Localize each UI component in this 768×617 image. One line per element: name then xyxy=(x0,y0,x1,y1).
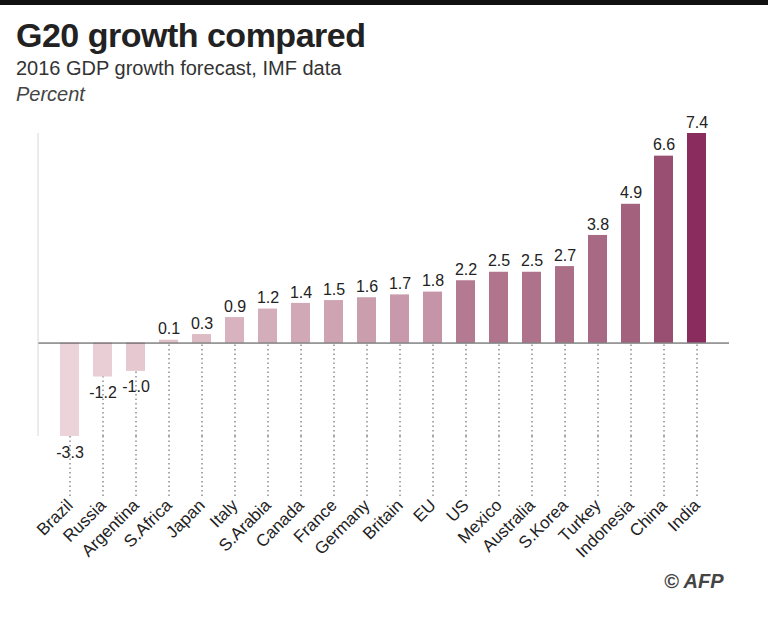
svg-text:China: China xyxy=(626,495,671,540)
svg-text:1.8: 1.8 xyxy=(422,272,444,289)
svg-text:Canada: Canada xyxy=(252,495,308,552)
svg-text:1.6: 1.6 xyxy=(356,278,378,295)
svg-text:Brazil: Brazil xyxy=(33,495,77,540)
svg-text:1.7: 1.7 xyxy=(389,275,411,292)
svg-text:0.3: 0.3 xyxy=(191,315,213,332)
html-text:Percent: Percent xyxy=(16,83,85,105)
svg-text:4.9: 4.9 xyxy=(620,184,642,201)
svg-text:France: France xyxy=(289,495,341,547)
svg-text:Italy: Italy xyxy=(206,495,242,532)
svg-text:Australia: Australia xyxy=(478,495,539,556)
svg-text:Germany: Germany xyxy=(310,495,374,559)
svg-text:Turkey: Turkey xyxy=(554,495,605,546)
svg-text:-3.3: -3.3 xyxy=(56,443,84,461)
svg-text:S.Korea: S.Korea xyxy=(514,495,572,553)
html-text:2016 GDP growth forecast, IMF: 2016 GDP growth forecast, IMF data xyxy=(16,57,342,79)
svg-text:2.5: 2.5 xyxy=(488,252,510,269)
svg-text:2.5: 2.5 xyxy=(521,252,543,269)
svg-text:1.2: 1.2 xyxy=(257,289,279,306)
svg-text:US: US xyxy=(442,495,473,526)
html-text:© AFP: © AFP xyxy=(664,570,724,592)
svg-text:India: India xyxy=(664,495,704,535)
svg-text:Britain: Britain xyxy=(359,496,407,544)
svg-text:-1.2: -1.2 xyxy=(89,384,117,401)
svg-text:Argentina: Argentina xyxy=(77,495,143,561)
svg-text:6.6: 6.6 xyxy=(653,136,675,153)
svg-text:EU: EU xyxy=(410,496,440,526)
svg-text:7.4: 7.4 xyxy=(686,114,708,131)
svg-text:2.2: 2.2 xyxy=(455,261,477,278)
svg-text:3.8: 3.8 xyxy=(587,216,609,233)
svg-text:0.1: 0.1 xyxy=(158,320,180,337)
svg-text:S.Arabia: S.Arabia xyxy=(215,495,275,556)
svg-text:S.Africa: S.Africa xyxy=(120,495,176,552)
svg-text:1.5: 1.5 xyxy=(323,281,345,298)
svg-text:0.9: 0.9 xyxy=(224,298,246,315)
html-text:G20 growth compared: G20 growth compared xyxy=(16,16,366,54)
svg-text:-1.0: -1.0 xyxy=(122,378,150,395)
svg-text:Indonesia: Indonesia xyxy=(572,495,638,562)
svg-text:2.7: 2.7 xyxy=(554,247,576,264)
svg-text:Japan: Japan xyxy=(162,496,208,542)
svg-text:Mexico: Mexico xyxy=(454,495,506,548)
svg-text:Russia: Russia xyxy=(59,495,110,546)
svg-text:1.4: 1.4 xyxy=(290,284,312,301)
